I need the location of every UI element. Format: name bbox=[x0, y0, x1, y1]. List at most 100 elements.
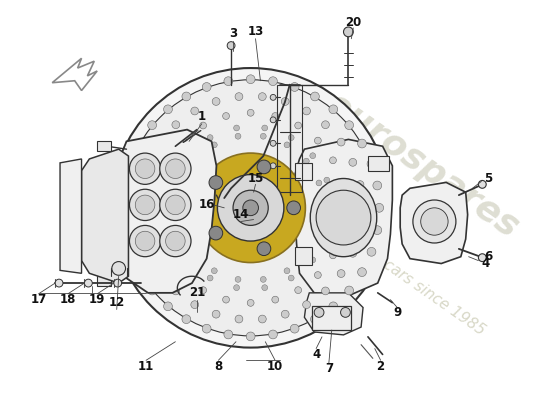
Circle shape bbox=[160, 189, 191, 220]
Circle shape bbox=[179, 180, 185, 186]
Circle shape bbox=[315, 272, 321, 278]
Circle shape bbox=[322, 287, 329, 295]
Circle shape bbox=[272, 112, 279, 120]
Circle shape bbox=[156, 180, 162, 187]
Circle shape bbox=[179, 230, 185, 236]
Circle shape bbox=[375, 204, 384, 212]
Circle shape bbox=[200, 287, 207, 294]
Text: a passion for cars since 1985: a passion for cars since 1985 bbox=[296, 198, 488, 339]
Circle shape bbox=[340, 308, 350, 317]
Polygon shape bbox=[114, 130, 217, 293]
Circle shape bbox=[329, 205, 334, 211]
Circle shape bbox=[359, 204, 366, 212]
Circle shape bbox=[339, 229, 346, 236]
Circle shape bbox=[304, 158, 309, 164]
Circle shape bbox=[287, 201, 300, 215]
Circle shape bbox=[55, 279, 63, 287]
Circle shape bbox=[224, 330, 233, 339]
Circle shape bbox=[243, 200, 258, 216]
Circle shape bbox=[185, 257, 191, 263]
Circle shape bbox=[288, 135, 294, 140]
Text: 19: 19 bbox=[89, 293, 106, 306]
Circle shape bbox=[138, 181, 145, 188]
Circle shape bbox=[329, 105, 338, 114]
Circle shape bbox=[316, 180, 322, 186]
Circle shape bbox=[478, 254, 486, 262]
Circle shape bbox=[138, 227, 145, 235]
Circle shape bbox=[329, 302, 338, 311]
Circle shape bbox=[316, 230, 322, 236]
Circle shape bbox=[310, 257, 316, 263]
Bar bbox=[295, 163, 312, 180]
Circle shape bbox=[223, 296, 229, 303]
Circle shape bbox=[209, 176, 223, 189]
Text: 8: 8 bbox=[214, 360, 223, 373]
Circle shape bbox=[342, 204, 349, 211]
Circle shape bbox=[172, 233, 178, 238]
Bar bbox=[97, 141, 111, 151]
Circle shape bbox=[212, 98, 220, 105]
Text: 2: 2 bbox=[377, 360, 384, 373]
Circle shape bbox=[180, 272, 187, 278]
Circle shape bbox=[227, 42, 235, 50]
Text: 3: 3 bbox=[229, 27, 237, 40]
Circle shape bbox=[316, 190, 371, 245]
Circle shape bbox=[356, 181, 364, 188]
Circle shape bbox=[135, 204, 143, 212]
Circle shape bbox=[112, 262, 125, 275]
Text: 7: 7 bbox=[325, 362, 333, 375]
Circle shape bbox=[209, 226, 223, 240]
Text: 4: 4 bbox=[312, 348, 320, 361]
Circle shape bbox=[322, 121, 329, 129]
Circle shape bbox=[135, 139, 144, 148]
Circle shape bbox=[135, 231, 155, 251]
Circle shape bbox=[180, 137, 187, 144]
Circle shape bbox=[207, 135, 213, 140]
Circle shape bbox=[123, 80, 379, 336]
Circle shape bbox=[373, 181, 382, 190]
Circle shape bbox=[311, 315, 320, 324]
Text: 9: 9 bbox=[393, 306, 402, 319]
Circle shape bbox=[367, 248, 376, 256]
Circle shape bbox=[185, 153, 191, 159]
Bar bbox=[295, 247, 312, 264]
Circle shape bbox=[247, 109, 254, 116]
Text: 15: 15 bbox=[248, 172, 263, 185]
Polygon shape bbox=[52, 58, 97, 90]
Circle shape bbox=[191, 107, 199, 115]
Circle shape bbox=[304, 252, 309, 258]
Circle shape bbox=[324, 233, 330, 238]
Circle shape bbox=[192, 252, 198, 258]
Circle shape bbox=[200, 122, 207, 129]
Circle shape bbox=[284, 142, 290, 148]
Text: 5: 5 bbox=[484, 172, 492, 185]
Circle shape bbox=[337, 138, 345, 146]
Text: 20: 20 bbox=[345, 16, 361, 29]
Circle shape bbox=[337, 270, 345, 278]
Circle shape bbox=[235, 93, 243, 100]
Text: 11: 11 bbox=[138, 360, 154, 373]
Circle shape bbox=[339, 180, 346, 187]
Circle shape bbox=[247, 300, 254, 306]
Circle shape bbox=[182, 92, 191, 101]
Circle shape bbox=[85, 279, 92, 287]
Circle shape bbox=[129, 189, 161, 220]
Text: 18: 18 bbox=[59, 293, 76, 306]
Circle shape bbox=[165, 252, 172, 259]
Circle shape bbox=[125, 160, 134, 168]
Circle shape bbox=[163, 302, 172, 311]
Circle shape bbox=[262, 125, 268, 131]
Circle shape bbox=[135, 268, 144, 276]
Circle shape bbox=[125, 248, 134, 256]
Circle shape bbox=[270, 163, 276, 169]
Polygon shape bbox=[304, 293, 363, 335]
Circle shape bbox=[258, 315, 266, 323]
Circle shape bbox=[314, 308, 324, 317]
Circle shape bbox=[212, 310, 220, 318]
Circle shape bbox=[295, 122, 301, 129]
Circle shape bbox=[192, 158, 198, 164]
Circle shape bbox=[172, 177, 178, 183]
Circle shape bbox=[270, 94, 276, 100]
Circle shape bbox=[345, 286, 354, 295]
Circle shape bbox=[160, 226, 191, 257]
